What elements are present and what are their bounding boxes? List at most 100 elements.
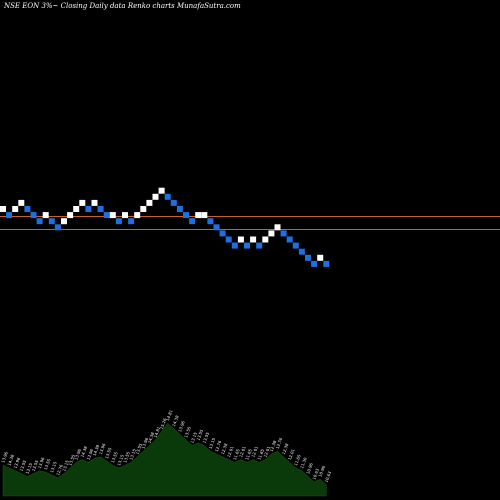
renko-brick bbox=[176, 206, 183, 212]
volume-label: 13.15 bbox=[116, 453, 125, 466]
volume-label: 11.65 bbox=[293, 453, 302, 466]
renko-brick bbox=[61, 218, 67, 225]
renko-brick bbox=[213, 224, 220, 231]
renko-brick bbox=[225, 236, 232, 243]
volume-label: 13.55 bbox=[19, 459, 28, 472]
renko-brick bbox=[292, 242, 299, 249]
volume-label: 12.76 bbox=[214, 439, 223, 452]
volume-label: 10.63 bbox=[324, 470, 333, 483]
renko-brick bbox=[298, 248, 305, 255]
chart-title: NSE EON 3%~ Closing Daily data Renko cha… bbox=[4, 2, 241, 10]
volume-label: 11.65 bbox=[256, 448, 265, 461]
renko-brick bbox=[12, 206, 19, 212]
volume-label: 12.38 bbox=[269, 439, 278, 452]
renko-brick bbox=[244, 242, 250, 249]
renko-brick bbox=[280, 230, 287, 237]
renko-brick bbox=[146, 199, 153, 206]
volume-label: 14.81 bbox=[165, 409, 174, 422]
volume-label: 14.38 bbox=[92, 444, 101, 457]
renko-brick bbox=[36, 218, 43, 225]
volume-label: 13.55 bbox=[183, 425, 192, 438]
volume-label: 12.01 bbox=[238, 445, 247, 458]
renko-brick bbox=[79, 199, 86, 206]
volume-label: 10.63 bbox=[311, 467, 320, 480]
renko-brick bbox=[67, 212, 74, 219]
renko-brick bbox=[97, 206, 104, 212]
renko-brick bbox=[152, 193, 159, 200]
volume-label: 13.55 bbox=[67, 453, 76, 466]
volume-label: 13.15 bbox=[208, 437, 217, 450]
renko-brick bbox=[219, 230, 226, 237]
renko-brick bbox=[30, 212, 37, 219]
renko-brick bbox=[189, 218, 196, 225]
volume-label: 10.96 bbox=[317, 465, 326, 478]
renko-brick bbox=[24, 206, 31, 212]
renko-brick bbox=[164, 193, 171, 200]
volume-label: 11.65 bbox=[244, 448, 253, 461]
renko-brick bbox=[128, 218, 135, 225]
renko-brick bbox=[183, 212, 189, 219]
volume-label: 11.30 bbox=[299, 456, 308, 469]
volume-label: 13.96 bbox=[98, 442, 107, 455]
renko-brick bbox=[317, 254, 324, 261]
volume-label: 13.15 bbox=[61, 459, 70, 472]
volume-label: 13.15 bbox=[128, 448, 137, 461]
volume-label: 13.96 bbox=[177, 420, 186, 433]
volume-label: 13.96 bbox=[12, 456, 21, 469]
volume-label: 14.38 bbox=[6, 453, 15, 466]
renko-brick bbox=[91, 199, 98, 206]
volume-label: 13.55 bbox=[202, 431, 211, 444]
renko-brick bbox=[170, 199, 177, 206]
volume-label: 13.55 bbox=[31, 459, 40, 472]
renko-brick bbox=[286, 236, 293, 243]
renko-brick bbox=[42, 212, 49, 219]
renko-brick bbox=[54, 224, 61, 231]
renko-brick bbox=[262, 236, 269, 243]
renko-brick bbox=[6, 212, 13, 219]
renko-brick bbox=[195, 212, 202, 219]
renko-brick bbox=[231, 242, 238, 249]
renko-brick bbox=[274, 224, 281, 231]
volume-label: 14.81 bbox=[153, 425, 162, 438]
renko-brick bbox=[85, 206, 92, 212]
renko-brick bbox=[323, 260, 330, 267]
volume-label: 13.55 bbox=[110, 451, 119, 464]
volume-label: 12.38 bbox=[220, 442, 229, 455]
volume-label: 15.26 bbox=[159, 417, 168, 430]
renko-brick bbox=[311, 260, 318, 267]
renko-brick bbox=[115, 218, 122, 225]
renko-brick bbox=[237, 236, 244, 243]
renko-brick bbox=[103, 212, 110, 219]
volume-label: 13.96 bbox=[0, 451, 9, 464]
volume-label: 13.96 bbox=[86, 448, 95, 461]
renko-brick bbox=[305, 254, 311, 261]
renko-brick bbox=[268, 230, 275, 237]
volume-label: 13.15 bbox=[25, 462, 34, 475]
volume-area bbox=[2, 422, 327, 497]
renko-brick bbox=[109, 212, 116, 219]
volume-label: 14.38 bbox=[171, 414, 180, 427]
volume-label: 13.15 bbox=[189, 431, 198, 444]
volume-label: 13.96 bbox=[37, 456, 46, 469]
volume-label: 10.96 bbox=[305, 462, 314, 475]
renko-brick bbox=[256, 242, 263, 249]
renko-brick bbox=[73, 206, 80, 212]
volume-label: 13.55 bbox=[195, 428, 204, 441]
volume-label: 14.38 bbox=[147, 431, 156, 444]
volume-label: 12.01 bbox=[250, 445, 259, 458]
volume-label: 13.55 bbox=[134, 442, 143, 455]
volume-label: 12.38 bbox=[281, 442, 290, 455]
renko-brick bbox=[158, 187, 165, 194]
volume-label: 13.15 bbox=[49, 460, 58, 473]
volume-label: 14.38 bbox=[80, 445, 89, 458]
renko-brick bbox=[48, 218, 55, 225]
renko-brick bbox=[207, 218, 214, 225]
renko-brick bbox=[134, 212, 141, 219]
renko-brick bbox=[18, 199, 25, 206]
volume-label: 13.96 bbox=[141, 437, 150, 450]
volume-label: 12.01 bbox=[263, 445, 272, 458]
renko-brick bbox=[122, 212, 128, 219]
volume-label: 12.76 bbox=[275, 437, 284, 450]
